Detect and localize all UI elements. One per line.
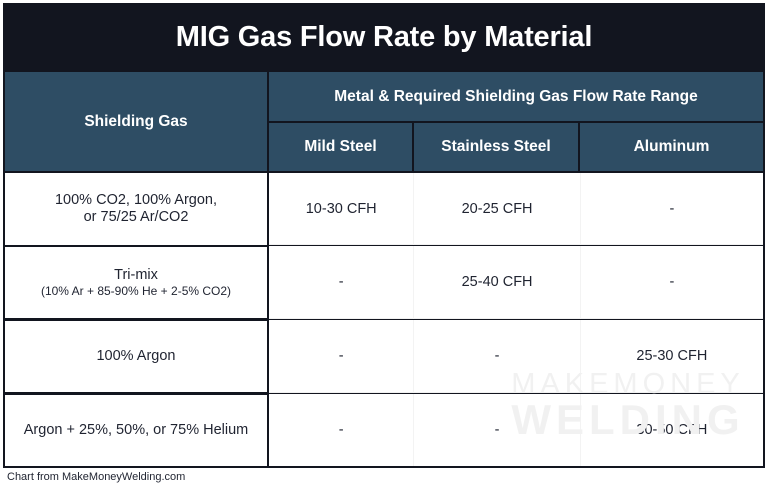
gas-name: Argon + 25%, 50%, or 75% Helium (23, 422, 249, 438)
chart-title: MIG Gas Flow Rate by Material (175, 20, 593, 53)
cell-aluminum: 30-50 CFH (579, 394, 763, 466)
cell-aluminum: 25-30 CFH (579, 319, 763, 393)
header-group-label-text: Metal & Required Shielding Gas Flow Rate… (334, 87, 698, 105)
table-row-3-gas: 100% Argon (5, 321, 267, 392)
header-group-label: Metal & Required Shielding Gas Flow Rate… (269, 72, 763, 121)
gas-name-detail: (10% Ar + 85-90% He + 2-5% CO2) (40, 283, 232, 298)
cell-mild-steel: - (338, 274, 344, 290)
cell-aluminum: - (579, 172, 763, 245)
cell-aluminum: - (579, 245, 763, 319)
header-mild-steel: Mild Steel (269, 123, 412, 171)
gas-name-line2: or 75/25 Ar/CO2 (83, 209, 189, 225)
gas-name: 100% Argon (96, 348, 176, 364)
table-row-2-values: - 25-40 CFH - (269, 245, 763, 319)
gas-name: 100% CO2, 100% Argon, (54, 192, 218, 208)
chart-frame: MIG Gas Flow Rate by Material Shielding … (3, 3, 765, 468)
cell-stainless-steel: 20-25 CFH (413, 172, 579, 245)
cell-mild-steel: - (338, 422, 344, 438)
table-row-4-gas: Argon + 25%, 50%, or 75% Helium (5, 395, 267, 466)
table-row-1-gas: 100% CO2, 100% Argon, or 75/25 Ar/CO2 (5, 173, 267, 245)
header-stainless-steel-label: Stainless Steel (441, 138, 551, 155)
header-stainless-steel: Stainless Steel (414, 123, 578, 171)
cell-stainless-steel: - (413, 394, 579, 466)
source-credit: Chart from MakeMoneyWelding.com (7, 471, 186, 483)
table-row-1-values: 10-30 CFH 20-25 CFH - (269, 172, 763, 245)
cell-mild-steel: 10-30 CFH (305, 200, 377, 217)
header-mild-steel-label: Mild Steel (304, 138, 377, 155)
header-aluminum: Aluminum (580, 123, 763, 171)
cell-stainless-steel: - (413, 319, 579, 393)
gas-name: Tri-mix (114, 266, 158, 283)
header-shielding-gas-label: Shielding Gas (84, 112, 188, 130)
table-row-2-gas: Tri-mix (10% Ar + 85-90% He + 2-5% CO2) (5, 247, 267, 318)
header-aluminum-label: Aluminum (633, 138, 710, 155)
header-shielding-gas: Shielding Gas (5, 72, 267, 171)
cell-stainless-steel: 25-40 CFH (413, 245, 579, 319)
table-row-4-values: - - 30-50 CFH (269, 394, 763, 466)
cell-mild-steel: - (338, 348, 344, 364)
table-row-3-values: - - 25-30 CFH (269, 319, 763, 393)
